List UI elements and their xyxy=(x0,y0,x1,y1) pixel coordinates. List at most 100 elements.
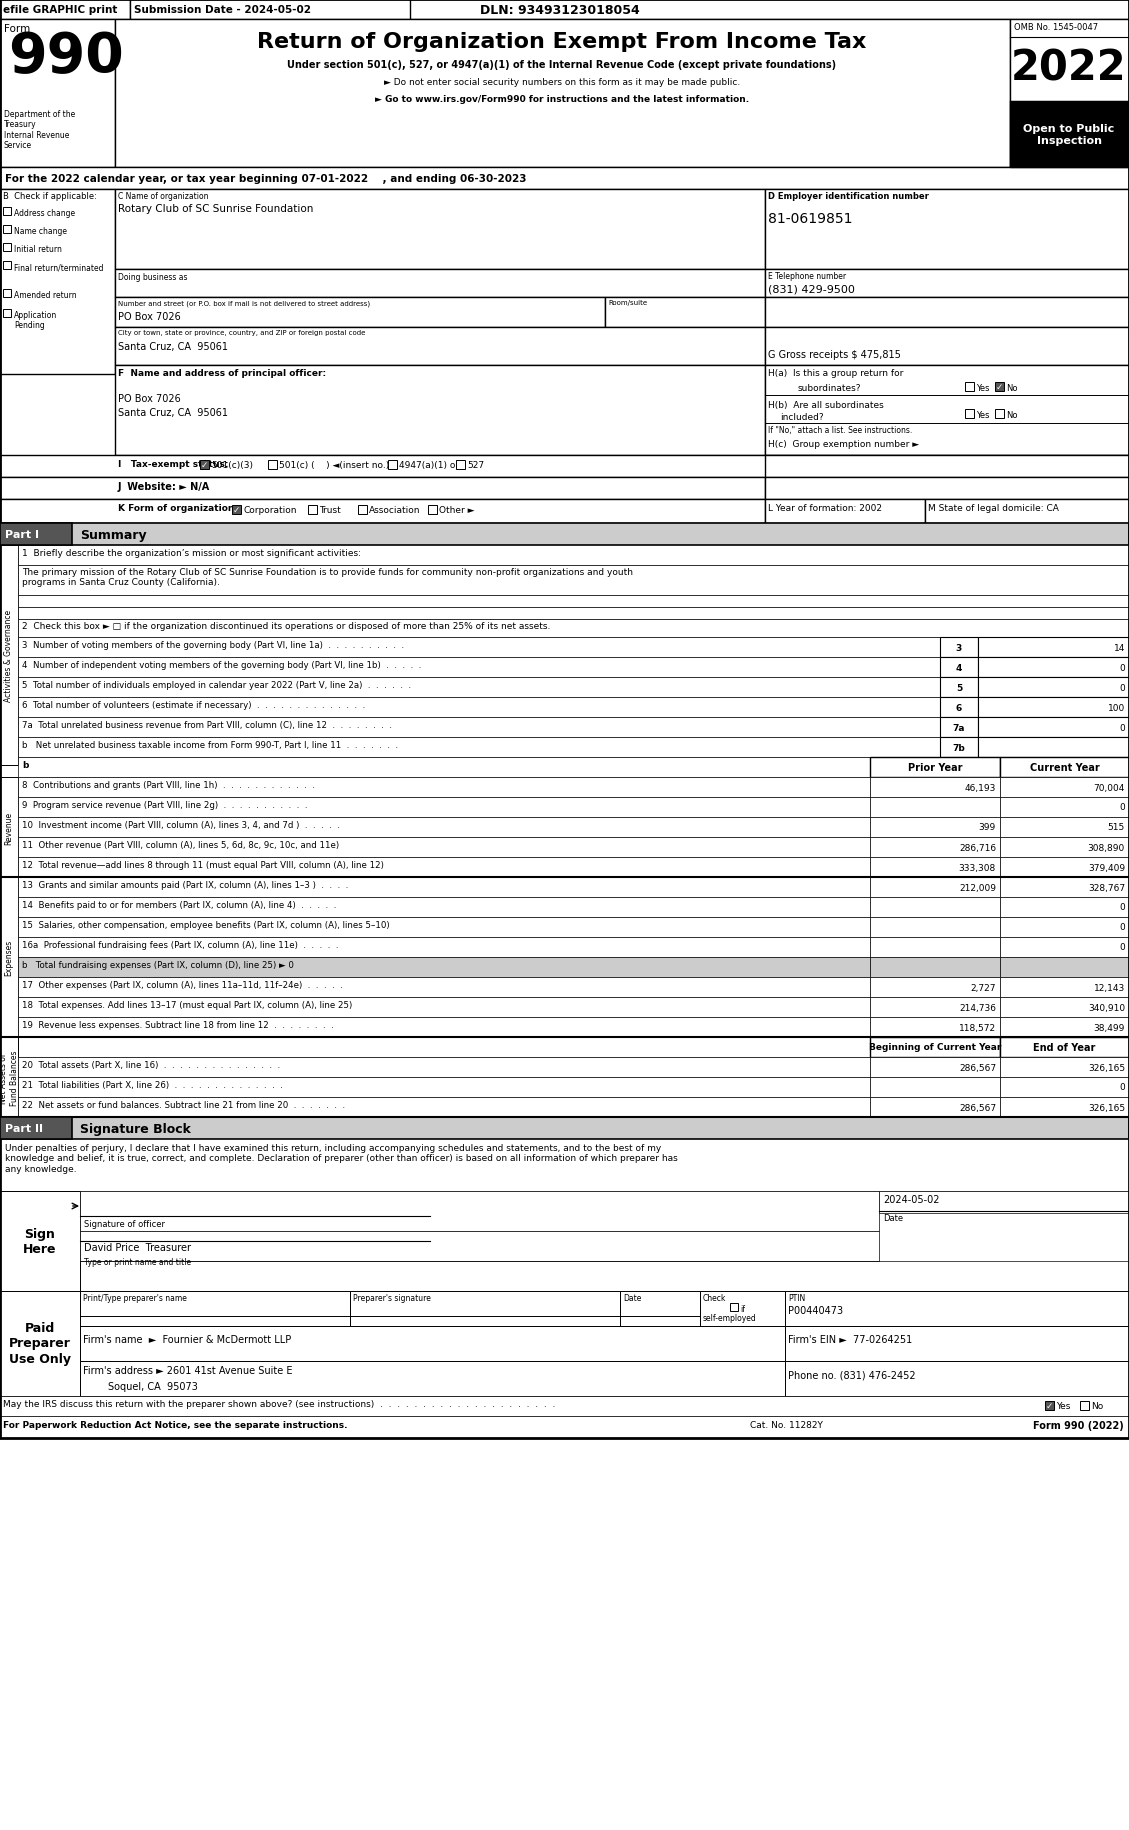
Text: if: if xyxy=(739,1305,745,1314)
Bar xyxy=(940,677,978,697)
Text: OMB No. 1545-0047: OMB No. 1545-0047 xyxy=(1014,24,1099,31)
Bar xyxy=(18,897,870,917)
Bar xyxy=(1000,917,1129,937)
Text: b: b xyxy=(21,761,28,770)
Text: L Year of formation: 2002: L Year of formation: 2002 xyxy=(768,503,882,512)
Bar xyxy=(0,190,115,375)
Text: PTIN: PTIN xyxy=(788,1294,805,1303)
Bar xyxy=(700,1292,785,1327)
Text: 1  Briefly describe the organization’s mission or most significant activities:: 1 Briefly describe the organization’s mi… xyxy=(21,549,361,558)
Bar xyxy=(1000,878,1129,897)
Text: Form: Form xyxy=(5,24,30,35)
Bar xyxy=(965,382,974,392)
Bar xyxy=(785,1327,1129,1362)
Bar xyxy=(115,298,605,328)
Text: 14: 14 xyxy=(1113,642,1124,651)
Bar xyxy=(231,505,240,514)
Text: 515: 515 xyxy=(1108,824,1124,833)
Text: No: No xyxy=(1091,1402,1103,1411)
Bar xyxy=(620,1292,700,1327)
Bar xyxy=(18,637,940,657)
Bar xyxy=(0,1396,1129,1416)
Text: 328,767: 328,767 xyxy=(1088,884,1124,891)
Bar xyxy=(1000,758,1129,778)
Text: P00440473: P00440473 xyxy=(788,1305,843,1316)
Bar xyxy=(18,858,870,878)
Text: Doing business as: Doing business as xyxy=(119,273,187,282)
Bar xyxy=(3,243,11,253)
Text: 7a: 7a xyxy=(953,723,965,732)
Bar xyxy=(18,545,1129,565)
Bar xyxy=(870,778,1000,798)
Text: David Price  Treasurer: David Price Treasurer xyxy=(84,1243,191,1252)
Text: J  Website: ► N/A: J Website: ► N/A xyxy=(119,481,210,492)
Bar xyxy=(870,1058,1000,1078)
Bar xyxy=(1000,838,1129,858)
Text: Other ►: Other ► xyxy=(439,505,474,514)
Bar xyxy=(18,917,870,937)
Text: ► Go to www.irs.gov/Form990 for instructions and the latest information.: ► Go to www.irs.gov/Form990 for instruct… xyxy=(375,95,749,104)
Text: E Telephone number: E Telephone number xyxy=(768,273,846,280)
Text: 0: 0 xyxy=(1119,662,1124,672)
Bar xyxy=(18,697,940,717)
Text: 2024-05-02: 2024-05-02 xyxy=(883,1195,939,1204)
Bar xyxy=(18,1058,870,1078)
Text: 0: 0 xyxy=(1119,1083,1124,1093)
Text: 8  Contributions and grants (Part VIII, line 1h)  .  .  .  .  .  .  .  .  .  .  : 8 Contributions and grants (Part VIII, l… xyxy=(21,781,315,789)
Bar xyxy=(995,410,1004,419)
Text: 10  Investment income (Part VIII, column (A), lines 3, 4, and 7d )  .  .  .  .  : 10 Investment income (Part VIII, column … xyxy=(21,820,340,829)
Bar xyxy=(1000,818,1129,838)
Bar xyxy=(350,1292,620,1327)
Text: H(a)  Is this a group return for: H(a) Is this a group return for xyxy=(768,370,903,377)
Bar xyxy=(978,717,1129,737)
Text: 9  Program service revenue (Part VIII, line 2g)  .  .  .  .  .  .  .  .  .  .  .: 9 Program service revenue (Part VIII, li… xyxy=(21,800,307,809)
Text: PO Box 7026: PO Box 7026 xyxy=(119,311,181,322)
Text: ✓: ✓ xyxy=(233,505,240,514)
Text: 0: 0 xyxy=(1119,723,1124,732)
Bar xyxy=(870,838,1000,858)
Text: 46,193: 46,193 xyxy=(964,783,996,792)
Bar xyxy=(870,1098,1000,1118)
Text: 15  Salaries, other compensation, employee benefits (Part IX, column (A), lines : 15 Salaries, other compensation, employe… xyxy=(21,920,390,930)
Text: 286,567: 286,567 xyxy=(959,1103,996,1113)
Bar xyxy=(115,269,765,298)
Bar xyxy=(870,1038,1000,1058)
Text: For the 2022 calendar year, or tax year beginning 07-01-2022    , and ending 06-: For the 2022 calendar year, or tax year … xyxy=(5,174,526,183)
Bar xyxy=(785,1362,1129,1396)
Bar xyxy=(765,366,1129,456)
Text: PO Box 7026: PO Box 7026 xyxy=(119,393,181,404)
Bar xyxy=(870,818,1000,838)
Text: Activities & Governance: Activities & Governance xyxy=(5,609,14,701)
Bar xyxy=(200,461,209,470)
Text: Final return/terminated: Final return/terminated xyxy=(14,264,104,273)
Bar xyxy=(18,657,940,677)
Text: Signature of officer: Signature of officer xyxy=(84,1219,165,1228)
Bar xyxy=(0,545,18,765)
Bar xyxy=(0,778,18,878)
Bar xyxy=(0,478,765,500)
Bar xyxy=(3,289,11,298)
Text: 3  Number of voting members of the governing body (Part VI, line 1a)  .  .  .  .: 3 Number of voting members of the govern… xyxy=(21,640,404,650)
Bar xyxy=(0,1118,72,1140)
Text: subordinates?: subordinates? xyxy=(798,384,861,393)
Text: 501(c) (    ) ◄(insert no.): 501(c) ( ) ◄(insert no.) xyxy=(279,461,390,470)
Bar xyxy=(18,1017,870,1038)
Bar xyxy=(308,505,317,514)
Text: Prior Year: Prior Year xyxy=(908,763,962,772)
Bar xyxy=(18,838,870,858)
Text: 333,308: 333,308 xyxy=(959,864,996,873)
Bar xyxy=(765,269,1129,298)
Bar xyxy=(1000,977,1129,997)
Bar xyxy=(18,997,870,1017)
Text: 14  Benefits paid to or for members (Part IX, column (A), line 4)  .  .  .  .  .: 14 Benefits paid to or for members (Part… xyxy=(21,900,336,910)
Text: Date: Date xyxy=(623,1294,641,1303)
Bar xyxy=(1000,1038,1129,1058)
Bar xyxy=(1000,1078,1129,1098)
Text: 0: 0 xyxy=(1119,683,1124,692)
Bar xyxy=(785,1292,1129,1327)
Text: 379,409: 379,409 xyxy=(1088,864,1124,873)
Bar xyxy=(0,523,72,545)
Bar xyxy=(730,1303,738,1312)
Text: M State of legal domicile: CA: M State of legal domicile: CA xyxy=(928,503,1059,512)
Text: 214,736: 214,736 xyxy=(959,1003,996,1012)
